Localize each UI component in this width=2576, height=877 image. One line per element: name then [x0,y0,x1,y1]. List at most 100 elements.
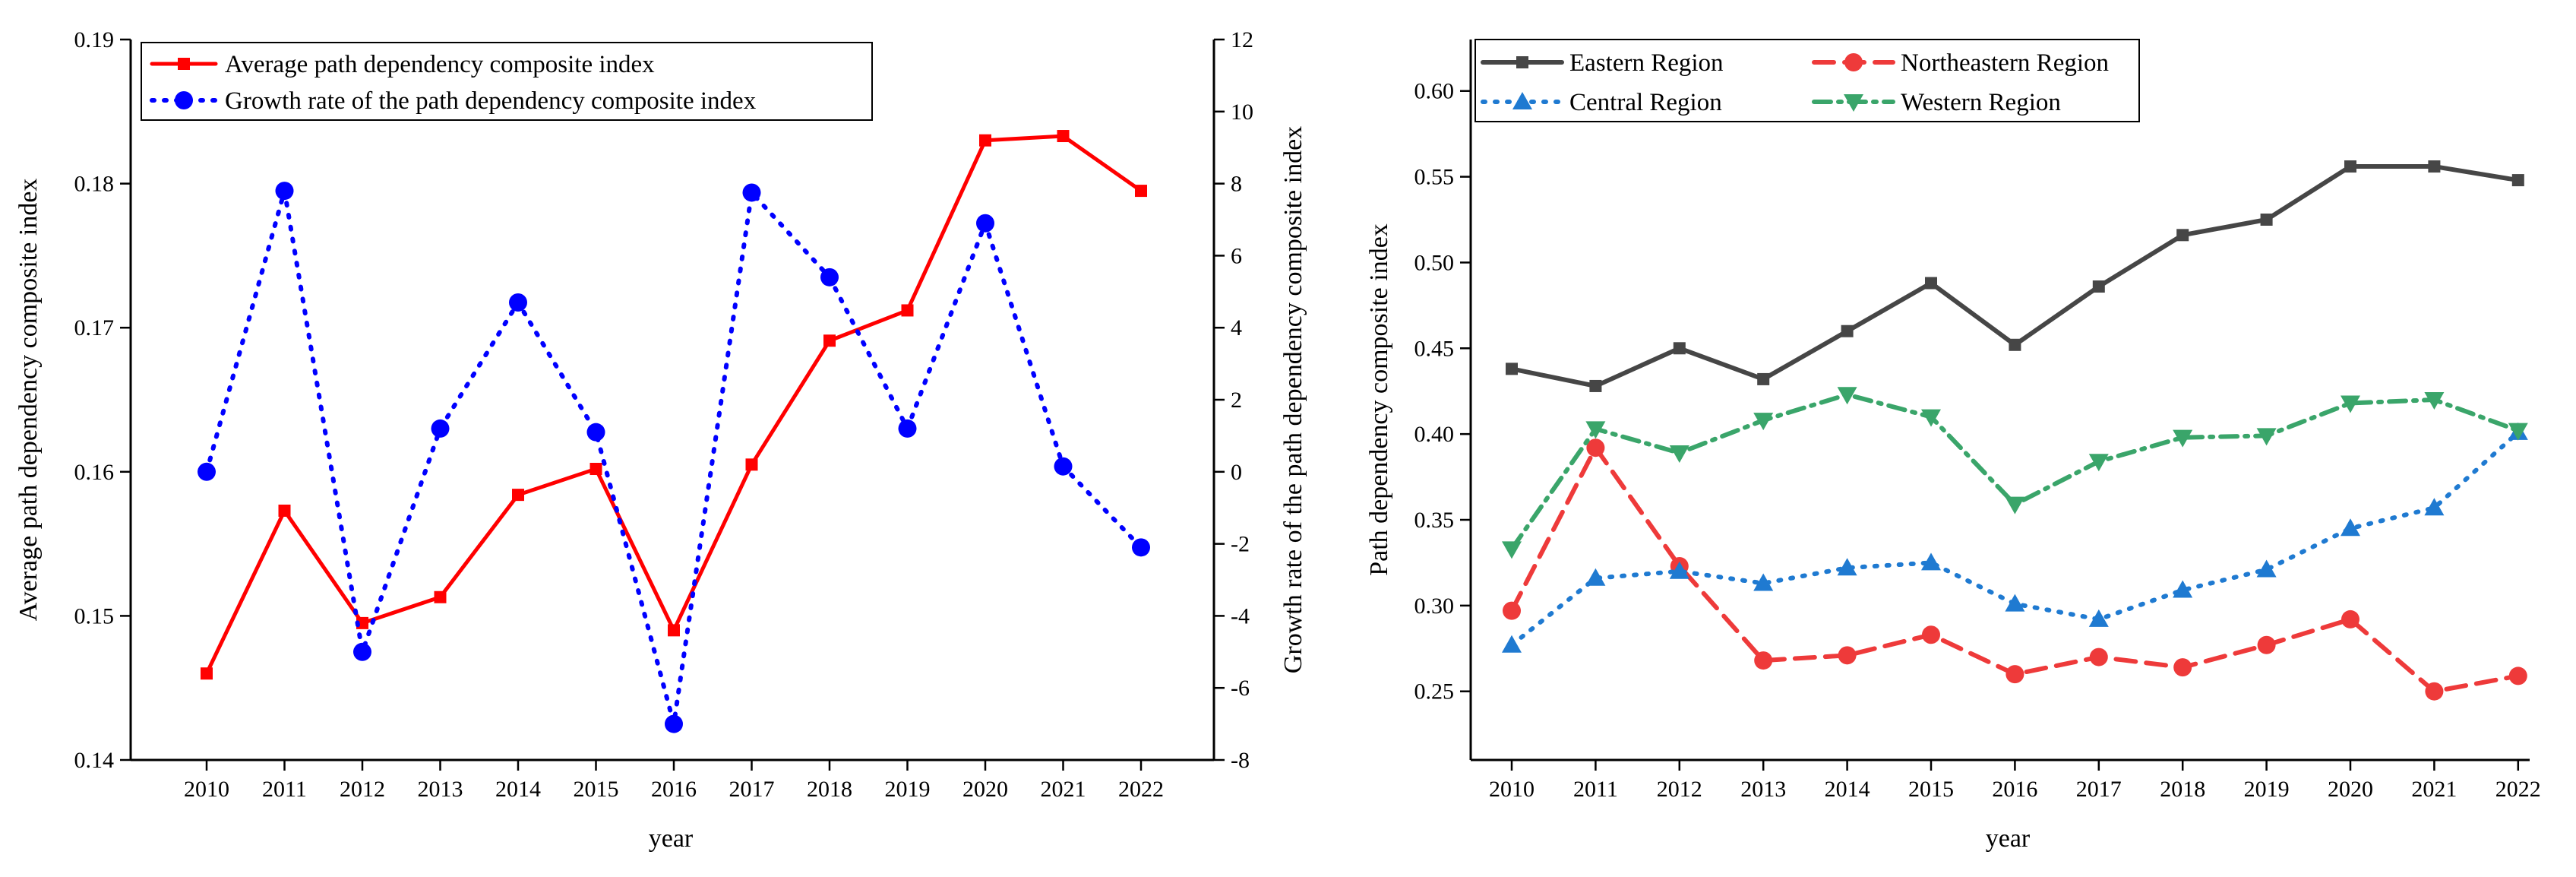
right-chart-point-1-10 [2341,609,2359,628]
right-chart-point-3-3 [1753,413,1774,431]
left-chart-point-0-12 [1135,185,1147,198]
right-chart-legend: Eastern Region Northeastern Region Central… [1474,39,2140,122]
right-chart-point-3-12 [2508,423,2528,441]
left-chart-point-0-11 [1057,130,1070,143]
left-chart-x-tick-label: 2018 [807,777,852,802]
right-chart-point-1-4 [1838,646,1857,665]
left-legend-label-0: Average path dependency composite index [225,51,655,78]
right-chart-point-2-11 [2424,498,2445,516]
left-chart-point-0-4 [512,489,524,502]
right-chart-point-0-12 [2511,174,2524,187]
left-chart-point-0-7 [745,458,758,471]
left-chart-series [198,130,1150,733]
right-chart-y-tick-label: 0.45 [1414,336,1455,361]
left-chart-point-1-3 [431,419,450,438]
left-chart-point-1-0 [198,462,216,481]
left-chart-series-line-1 [204,188,1143,727]
left-chart-point-0-5 [589,463,602,476]
right-chart-point-2-8 [2173,580,2193,598]
right-chart-x-tick-label: 2010 [1489,777,1535,802]
right-chart-point-0-2 [1673,342,1686,355]
left-chart-x-tick-label: 2020 [962,777,1008,802]
right-chart-point-2-4 [1837,558,1857,576]
left-chart-point-1-9 [898,419,917,438]
left-chart-point-1-10 [976,214,994,233]
left-chart-point-1-2 [353,642,371,661]
right-chart-series-line-2 [1509,429,2521,647]
right-chart-x-tick-label: 2019 [2244,777,2290,802]
left-chart-y2-tick-label: 10 [1231,100,1253,125]
left-chart-x-tick-label: 2021 [1041,777,1086,802]
left-chart-x-tick-label: 2012 [340,777,385,802]
left-chart-x-axis-title: year [649,825,694,853]
right-chart-point-2-5 [1921,552,1941,571]
right-legend-label-1: Northeastern Region [1901,49,2109,77]
left-chart-point-1-4 [509,293,527,312]
right-chart-point-2-2 [1669,561,1689,579]
right-chart-y-axis-title: Path dependency composite index [1365,223,1393,576]
right-chart-x-tick-label: 2011 [1573,777,1618,802]
left-chart-point-0-6 [668,624,680,637]
right-chart-point-2-3 [1753,573,1774,591]
left-chart-y-tick-label: 0.15 [74,603,115,628]
right-chart-point-3-5 [1921,409,1941,427]
right-chart-point-2-7 [2088,609,2109,627]
right-chart-x-tick-label: 2022 [2495,777,2541,802]
left-chart-x-tick-label: 2017 [729,777,775,802]
right-chart-x-axis-title: year [1986,825,2031,853]
left-chart-y-tick-label: 0.17 [74,315,115,340]
left-chart-point-1-12 [1132,538,1150,557]
left-chart-point-0-1 [278,504,291,517]
left-chart-point-1-6 [665,714,683,733]
left-chart-series-line-0 [204,134,1143,676]
left-chart-y-tick-label: 0.16 [74,460,115,485]
right-chart-point-1-3 [1754,651,1773,670]
right-chart-point-0-10 [2344,160,2356,173]
right-legend-marker-3 [1844,94,1863,112]
left-legend-marker-0 [178,58,190,70]
left-chart-y-tick-label: 0.18 [74,172,115,197]
right-chart-point-3-10 [2341,395,2360,413]
right-chart-point-0-3 [1757,372,1770,385]
right-chart-point-0-1 [1589,379,1602,392]
right-chart-series-line-0 [1509,164,2521,388]
left-chart-y-axis-title: Average path dependency composite index [14,179,43,622]
right-chart-point-1-6 [2005,665,2024,684]
left-chart-legend: Average path dependency composite index G… [141,42,873,121]
left-chart-x-ticks: 2010 2011 2012 2013 2014 2015 2016 2017 2018 2019… [184,760,1164,802]
left-chart-x-tick-label: 2022 [1118,777,1164,802]
left-chart-y2-tick-label: -4 [1231,603,1250,628]
right-chart-point-1-12 [2508,666,2527,685]
left-chart-point-1-11 [1054,457,1073,476]
right-chart-point-2-10 [2341,518,2360,537]
left-chart-point-1-8 [820,268,839,287]
right-chart-point-2-1 [1585,568,1606,586]
chart-regional-path-dependency: 2010 2011 2012 2013 2014 2015 2016 2017 2018 2019… [1365,39,2541,853]
left-chart-point-0-10 [979,134,991,147]
left-chart-y2-tick-label: -6 [1231,676,1250,701]
left-chart-x-tick-label: 2019 [885,777,931,802]
right-legend-marker-2 [1512,92,1532,109]
left-chart-point-1-1 [275,182,294,201]
right-chart-series [1502,160,2528,701]
left-chart-x-tick-label: 2016 [651,777,697,802]
right-chart-point-0-11 [2428,160,2441,173]
left-chart-y-tick-label: 0.14 [74,748,115,773]
left-chart-y2-tick-label: 4 [1231,315,1242,340]
right-chart-point-3-8 [2173,429,2193,448]
left-chart-x-tick-label: 2015 [574,777,619,802]
right-chart-x-tick-label: 2017 [2076,777,2122,802]
left-chart-y-tick-label: 0.19 [74,27,115,52]
left-chart-point-1-7 [742,183,761,202]
right-chart-point-0-4 [1841,325,1854,337]
right-chart-series-line-1 [1509,445,2521,694]
right-chart-y-tick-label: 0.25 [1414,679,1455,704]
right-legend-marker-1 [1844,53,1863,71]
right-chart-x-tick-label: 2020 [2328,777,2373,802]
right-chart-point-2-0 [1502,635,1522,653]
left-chart-y2-tick-label: -2 [1231,532,1250,557]
left-chart-y2-tick-label: 12 [1231,27,1253,52]
right-chart-x-ticks: 2010 2011 2012 2013 2014 2015 2016 2017 2018 2019… [1489,760,2541,802]
right-chart-point-1-1 [1586,438,1605,457]
